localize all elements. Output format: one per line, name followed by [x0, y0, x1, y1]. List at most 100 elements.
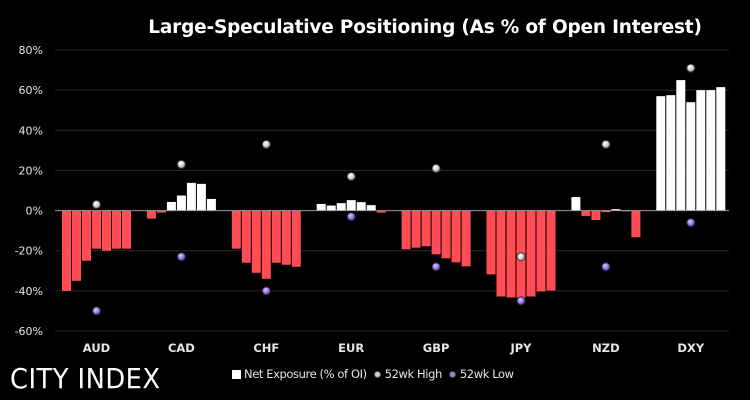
bar-gbp	[451, 210, 461, 263]
legend-item-52wk-high[interactable]: 52wk High	[374, 367, 443, 381]
bar-nzd	[611, 209, 621, 211]
y-tick-label: 40%	[19, 124, 43, 137]
bar-eur	[316, 203, 326, 211]
bar-aud	[102, 210, 111, 251]
bar-gbp	[421, 210, 431, 247]
bar-nzd	[571, 197, 581, 211]
low-dot-eur	[346, 212, 356, 222]
high-dot-jpy	[516, 252, 526, 262]
bar-aud	[112, 210, 121, 249]
legend-label: 52wk Low	[459, 367, 514, 381]
low-dot-nzd	[601, 262, 611, 272]
bar-cad	[196, 183, 206, 211]
x-tick-label: DXY	[677, 341, 704, 355]
bar-jpy	[486, 210, 496, 275]
dot-high-icon	[374, 371, 380, 377]
bar-gbp	[461, 210, 471, 267]
bar-aud	[62, 210, 71, 291]
y-tick-label: -40%	[15, 285, 43, 298]
square-swatch-icon	[232, 369, 241, 379]
x-tick-label: EUR	[338, 341, 364, 355]
bar-jpy	[536, 210, 546, 292]
bar-eur	[366, 205, 376, 211]
dot-low-icon	[449, 371, 455, 377]
high-dot-dxy	[686, 63, 696, 73]
low-dot-aud	[92, 306, 101, 316]
legend-label: Net Exposure (% of OI)	[244, 367, 367, 381]
bar-chf	[261, 210, 271, 279]
x-axis-ticks: AUD CAD CHF EUR GBP JPY NZD DXY	[83, 341, 705, 355]
bar-dxy	[696, 90, 706, 211]
bar-dxy	[656, 96, 666, 211]
high-dot-chf	[261, 139, 271, 149]
bar-chf	[241, 210, 251, 263]
bar-cad	[176, 195, 186, 211]
x-tick-label: NZD	[592, 341, 620, 355]
legend: Net Exposure (% of OI) 52wk High 52wk Lo…	[232, 367, 522, 381]
gridlines	[55, 49, 729, 332]
bar-gbp	[401, 210, 411, 250]
y-axis-ticks: 80% 60% 40% 20% 0% -20% -40% -60%	[15, 44, 43, 338]
bar-chf	[231, 210, 241, 249]
high-dot-cad	[176, 159, 186, 169]
low-dot-dxy	[686, 218, 696, 228]
bar-cad	[186, 182, 196, 211]
bar-dxy	[666, 95, 676, 211]
bar-dxy	[716, 87, 726, 211]
x-tick-label: AUD	[83, 341, 110, 355]
x-tick-label: CHF	[253, 341, 279, 355]
legend-item-net-exposure[interactable]: Net Exposure (% of OI)	[232, 367, 367, 381]
bar-jpy	[506, 210, 516, 298]
bar-gbp	[431, 210, 441, 255]
bar-aud	[122, 210, 131, 249]
bar-eur	[336, 203, 346, 211]
high-dot-eur	[346, 171, 356, 181]
bar-jpy	[526, 210, 536, 297]
bar-chf	[281, 210, 291, 265]
bar-aud	[82, 210, 91, 261]
bar-cad	[146, 210, 156, 219]
bar-dxy	[706, 90, 716, 211]
city-index-logo: CITY INDEX	[10, 362, 161, 395]
y-tick-label: 80%	[19, 44, 43, 57]
high-dot-aud	[92, 200, 101, 210]
y-tick-label: 60%	[19, 84, 43, 97]
bar-eur	[356, 202, 366, 211]
x-tick-label: GBP	[423, 341, 450, 355]
bar-jpy	[496, 210, 506, 297]
bar-chf	[251, 210, 261, 273]
bars	[62, 80, 726, 298]
low-dot-jpy	[516, 296, 526, 306]
bar-gbp	[411, 210, 421, 248]
chart-title: Large-Speculative Positioning (As % of O…	[148, 17, 701, 38]
x-tick-label: JPY	[509, 341, 532, 355]
bar-nzd	[631, 210, 641, 238]
y-tick-label: -60%	[15, 325, 43, 338]
bar-aud	[72, 210, 81, 281]
bar-eur	[326, 205, 336, 211]
bar-chf	[291, 210, 301, 267]
bar-nzd	[591, 210, 601, 221]
bar-gbp	[441, 210, 451, 259]
bar-jpy	[546, 210, 556, 291]
legend-label: 52wk High	[384, 367, 443, 381]
low-dot-gbp	[431, 262, 441, 272]
bar-dxy	[686, 102, 696, 211]
bar-eur	[376, 210, 386, 213]
dots	[92, 63, 696, 316]
bar-nzd	[581, 210, 591, 216]
bar-eur	[346, 200, 356, 211]
bar-nzd	[601, 210, 611, 213]
bar-dxy	[676, 80, 686, 211]
bar-chf	[271, 210, 281, 263]
y-tick-label: 20%	[19, 164, 43, 177]
high-dot-nzd	[601, 139, 611, 149]
bar-cad	[156, 210, 166, 213]
low-dot-chf	[261, 286, 271, 296]
bar-cad	[206, 198, 216, 211]
legend-item-52wk-low[interactable]: 52wk Low	[449, 367, 514, 381]
bar-aud	[92, 210, 101, 249]
y-tick-label: 0%	[26, 205, 43, 218]
y-tick-label: -20%	[15, 245, 43, 258]
